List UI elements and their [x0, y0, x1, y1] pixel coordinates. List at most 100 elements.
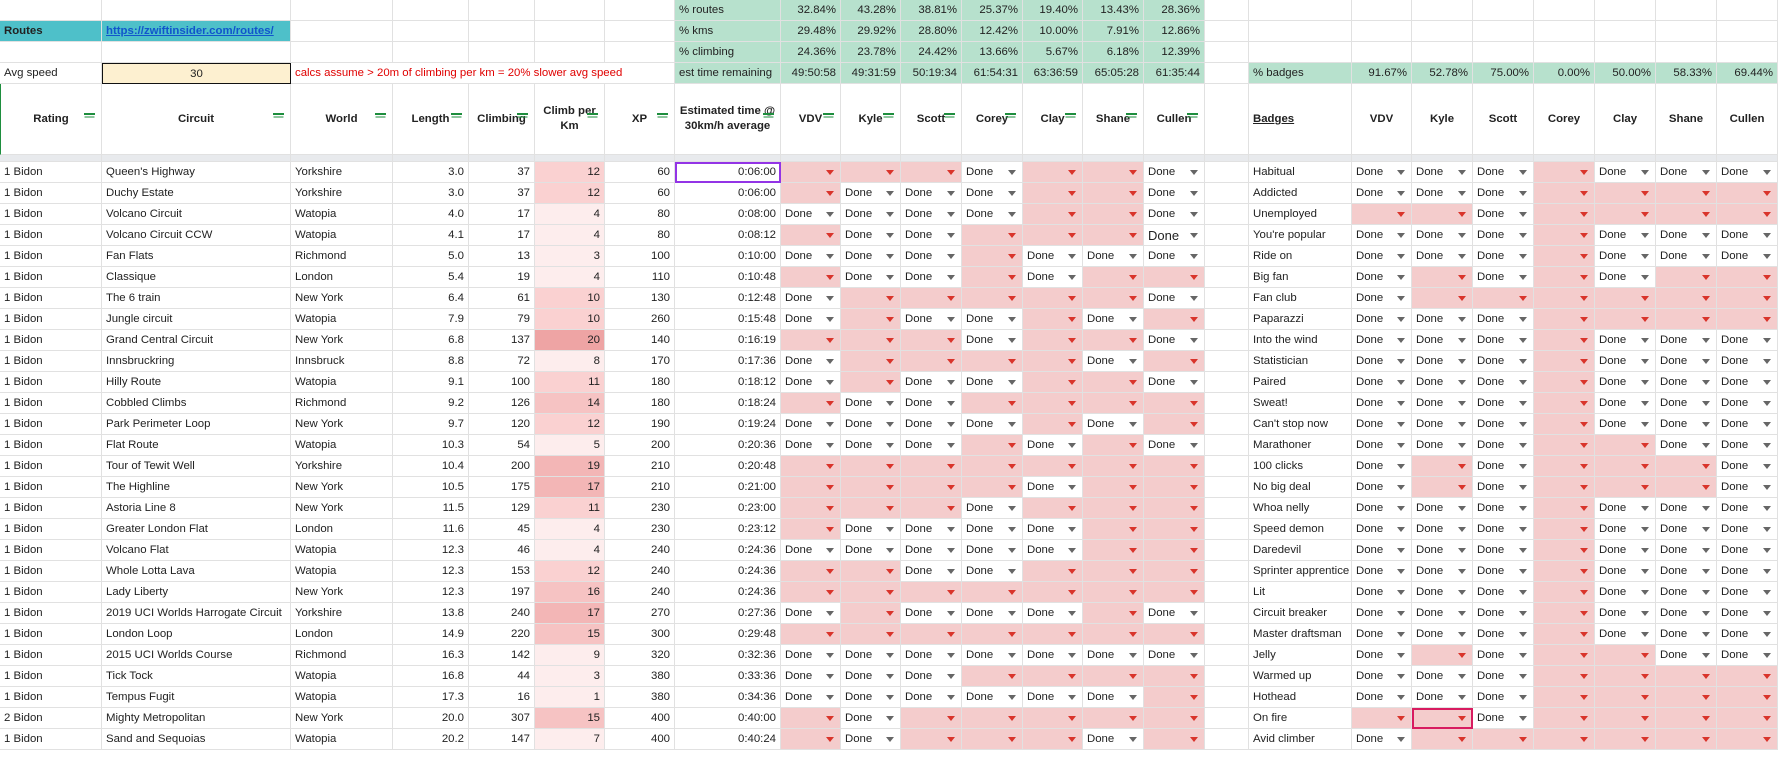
route-length[interactable]: 4.0 — [393, 204, 469, 225]
badge-name[interactable]: Into the wind — [1249, 330, 1352, 351]
route-climb-per-km[interactable]: 19 — [535, 456, 605, 477]
route-status-dropdown[interactable] — [1023, 225, 1083, 246]
badge-status-dropdown[interactable] — [1412, 204, 1473, 225]
spacer-cell[interactable] — [1205, 561, 1249, 582]
route-world[interactable]: Watopia — [291, 666, 393, 687]
spacer-cell[interactable] — [1205, 372, 1249, 393]
badge-name[interactable]: Fan club — [1249, 288, 1352, 309]
route-status-dropdown[interactable] — [901, 351, 962, 372]
route-status-dropdown[interactable]: Done — [901, 540, 962, 561]
badge-status-dropdown[interactable] — [1534, 414, 1595, 435]
badge-status-dropdown[interactable]: Done — [1656, 582, 1717, 603]
spacer-cell[interactable] — [1205, 603, 1249, 624]
badge-status-dropdown[interactable]: Done — [1473, 666, 1534, 687]
route-climbing[interactable]: 220 — [469, 624, 535, 645]
route-est-time[interactable]: 0:24:36 — [675, 540, 781, 561]
badge-status-dropdown[interactable]: Done — [1473, 687, 1534, 708]
route-status-dropdown[interactable]: Done — [841, 183, 901, 204]
badge-status-dropdown[interactable]: Done — [1595, 414, 1656, 435]
badge-status-dropdown[interactable] — [1534, 246, 1595, 267]
route-status-dropdown[interactable]: Done — [841, 414, 901, 435]
header-xp[interactable]: XP — [605, 84, 675, 155]
spacer-cell[interactable] — [1205, 393, 1249, 414]
route-xp[interactable]: 170 — [605, 351, 675, 372]
route-xp[interactable]: 60 — [605, 183, 675, 204]
badge-status-dropdown[interactable] — [1656, 288, 1717, 309]
route-status-dropdown[interactable] — [962, 456, 1023, 477]
route-rating[interactable]: 1 Bidon — [0, 645, 102, 666]
badge-status-dropdown[interactable]: Done — [1656, 498, 1717, 519]
route-xp[interactable]: 190 — [605, 414, 675, 435]
empty-cell[interactable] — [0, 42, 102, 63]
route-xp[interactable]: 100 — [605, 246, 675, 267]
route-status-dropdown[interactable] — [1083, 393, 1144, 414]
route-status-dropdown[interactable] — [781, 729, 841, 750]
route-status-dropdown[interactable] — [962, 729, 1023, 750]
route-circuit[interactable]: The 6 train — [102, 288, 291, 309]
route-status-dropdown[interactable] — [1023, 393, 1083, 414]
route-xp[interactable]: 140 — [605, 330, 675, 351]
route-circuit[interactable]: The Highline — [102, 477, 291, 498]
route-climbing[interactable]: 79 — [469, 309, 535, 330]
badge-status-dropdown[interactable]: Done — [1352, 498, 1412, 519]
badge-status-dropdown[interactable]: Done — [1412, 561, 1473, 582]
empty-cell[interactable] — [1412, 0, 1473, 21]
badge-name[interactable]: Paired — [1249, 372, 1352, 393]
route-climb-per-km[interactable]: 9 — [535, 645, 605, 666]
route-climb-per-km[interactable]: 1 — [535, 687, 605, 708]
badge-status-dropdown[interactable]: Done — [1595, 393, 1656, 414]
route-est-time[interactable]: 0:18:24 — [675, 393, 781, 414]
badge-status-dropdown[interactable] — [1534, 183, 1595, 204]
badge-status-dropdown[interactable] — [1534, 540, 1595, 561]
badge-status-dropdown[interactable]: Done — [1352, 582, 1412, 603]
badge-status-dropdown[interactable] — [1717, 183, 1778, 204]
route-circuit[interactable]: Queen's Highway — [102, 162, 291, 183]
badge-status-dropdown[interactable]: Done — [1412, 330, 1473, 351]
badge-status-dropdown[interactable] — [1534, 582, 1595, 603]
route-world[interactable]: Richmond — [291, 393, 393, 414]
empty-cell[interactable] — [1717, 42, 1778, 63]
badge-status-dropdown[interactable] — [1412, 288, 1473, 309]
badge-status-dropdown[interactable] — [1595, 456, 1656, 477]
spacer-cell[interactable] — [1205, 162, 1249, 183]
route-status-dropdown[interactable] — [901, 456, 962, 477]
route-status-dropdown[interactable] — [1144, 477, 1205, 498]
badge-status-dropdown[interactable] — [1412, 477, 1473, 498]
route-world[interactable]: New York — [291, 330, 393, 351]
badge-status-dropdown[interactable]: Done — [1656, 414, 1717, 435]
route-length[interactable]: 12.3 — [393, 540, 469, 561]
route-xp[interactable]: 230 — [605, 498, 675, 519]
route-length[interactable]: 17.3 — [393, 687, 469, 708]
route-status-dropdown[interactable]: Done — [841, 267, 901, 288]
badge-status-dropdown[interactable]: Done — [1717, 456, 1778, 477]
avg-speed-input[interactable]: 30 — [102, 63, 291, 84]
route-xp[interactable]: 270 — [605, 603, 675, 624]
route-status-dropdown[interactable]: Done — [901, 414, 962, 435]
route-world[interactable]: Yorkshire — [291, 183, 393, 204]
route-status-dropdown[interactable] — [901, 582, 962, 603]
route-circuit[interactable]: Greater London Flat — [102, 519, 291, 540]
badge-name[interactable]: Avid climber — [1249, 729, 1352, 750]
route-world[interactable]: New York — [291, 708, 393, 729]
route-status-dropdown[interactable] — [1083, 540, 1144, 561]
badge-status-dropdown[interactable] — [1352, 204, 1412, 225]
route-rating[interactable]: 1 Bidon — [0, 603, 102, 624]
badge-status-dropdown[interactable]: Done — [1656, 393, 1717, 414]
route-status-dropdown[interactable]: Done — [901, 225, 962, 246]
badge-status-dropdown[interactable]: Done — [1473, 225, 1534, 246]
route-rating[interactable]: 1 Bidon — [0, 561, 102, 582]
route-rating[interactable]: 1 Bidon — [0, 666, 102, 687]
badge-status-dropdown[interactable] — [1717, 708, 1778, 729]
badge-status-dropdown[interactable]: Done — [1352, 414, 1412, 435]
route-status-dropdown[interactable]: Done — [962, 183, 1023, 204]
route-xp[interactable]: 80 — [605, 204, 675, 225]
badge-status-dropdown[interactable]: Done — [1352, 267, 1412, 288]
route-status-dropdown[interactable] — [841, 162, 901, 183]
badge-status-dropdown[interactable]: Done — [1717, 351, 1778, 372]
spacer-cell[interactable] — [1205, 456, 1249, 477]
empty-cell[interactable] — [1534, 42, 1595, 63]
route-rating[interactable]: 1 Bidon — [0, 267, 102, 288]
route-status-dropdown[interactable] — [1023, 204, 1083, 225]
route-circuit[interactable]: London Loop — [102, 624, 291, 645]
route-status-dropdown[interactable] — [962, 288, 1023, 309]
